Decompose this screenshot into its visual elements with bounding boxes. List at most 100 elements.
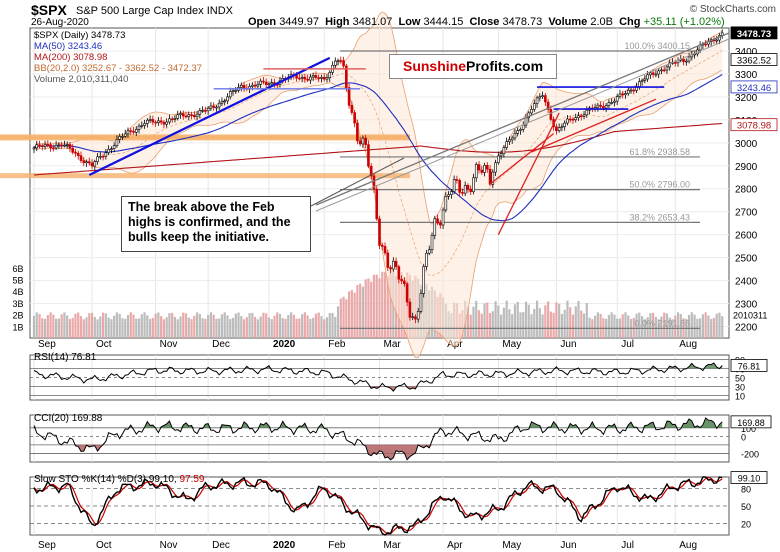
candle-body (314, 75, 318, 78)
price-tick-label: 3400 (735, 47, 758, 58)
volume-bar (171, 312, 174, 338)
x-tick-label-top: 2020 (273, 339, 296, 350)
candle-body (466, 185, 470, 190)
volume-bar (215, 318, 218, 338)
logo-part1: Sunshine (402, 58, 466, 74)
volume-bar (32, 315, 36, 338)
x-tick-label-bottom: May (502, 540, 521, 551)
volume-bar (231, 317, 235, 338)
volume-bar (187, 317, 190, 338)
volume-bar (256, 319, 259, 338)
volume-bar (52, 314, 55, 338)
candle-body (367, 144, 370, 167)
candle-body (173, 117, 177, 120)
volume-bar (640, 316, 644, 338)
candle-body (480, 169, 484, 173)
candle-body (121, 136, 124, 138)
candle-body (65, 144, 69, 146)
candle-body (596, 104, 600, 108)
candle-body (93, 161, 97, 167)
candle-body (541, 95, 544, 97)
candle-body (140, 125, 144, 127)
volume-bar (267, 317, 271, 338)
candle-body (687, 56, 691, 62)
volume-bar (660, 316, 663, 338)
cci-last-label: 169.88 (737, 418, 765, 428)
rsi-title: RSI(14) 76.81 (34, 352, 97, 363)
candle-body (231, 90, 235, 92)
candle-body (137, 125, 141, 130)
volume-bar (85, 317, 88, 338)
candle-body (201, 110, 204, 112)
gray-resistance-line-2 (315, 38, 730, 212)
fib-level-label: 61.8% 2938.58 (629, 147, 690, 157)
candle-body (35, 144, 39, 149)
volume-bar (240, 316, 243, 338)
candle-body (549, 109, 553, 120)
candle-body (151, 119, 155, 123)
volume-bar (60, 314, 63, 338)
volume-bar (323, 319, 326, 338)
volume-bar (104, 313, 107, 338)
candle-body (60, 144, 63, 147)
volume-bar (334, 316, 337, 338)
candle-body (392, 260, 395, 270)
volume-bar (207, 315, 210, 338)
candle-body (129, 130, 133, 132)
orange-band-3021 (0, 135, 410, 141)
candle-body (372, 175, 376, 190)
candle-body (497, 155, 500, 164)
candle-body (430, 235, 434, 251)
volume-bar (389, 270, 392, 338)
volume-bar (331, 312, 334, 338)
candle-body (386, 252, 390, 268)
volume-bar (176, 319, 179, 338)
volume-bar (298, 318, 301, 338)
candle-body (143, 123, 146, 126)
volume-bar (198, 313, 201, 338)
candle-body (54, 144, 58, 149)
volume-bar (381, 271, 384, 338)
candle-body (414, 316, 417, 320)
candle-body (626, 89, 630, 94)
volume-bar (483, 303, 486, 338)
x-tick-label-bottom: 2020 (273, 540, 296, 551)
candle-body (99, 155, 102, 158)
candle-body (535, 97, 539, 104)
annotation-line-2: highs is confirmed, and the (128, 215, 291, 229)
volume-bar (535, 300, 539, 338)
red-trendline-2 (489, 133, 555, 185)
volume-bar (90, 312, 94, 338)
volume-bar (229, 319, 232, 338)
legend-ma50: MA(50) 3243.46 (34, 41, 103, 52)
stockcharts-brand: © StockCharts.com (689, 4, 776, 15)
volume-bar (223, 312, 226, 338)
volume-bar (251, 312, 254, 338)
volume-bar (157, 312, 160, 338)
candle-body (242, 84, 246, 89)
price-tick-label: 2300 (735, 300, 758, 311)
x-tick-label-bottom: Jun (560, 540, 576, 551)
candle-body (240, 84, 243, 88)
volume-bar (295, 318, 298, 338)
price-label-box (730, 80, 778, 94)
volume-bar (184, 313, 188, 338)
low-value: 3444.15 (423, 16, 464, 28)
volume-bar (361, 286, 365, 338)
rsi-tick-label: 10 (735, 392, 745, 402)
candle-body (256, 83, 260, 87)
volume-bar (674, 315, 677, 338)
index-exchange: INDX (206, 5, 233, 17)
volume-bar (469, 314, 472, 338)
candle-body (126, 130, 130, 135)
volume-bar (262, 312, 265, 338)
candle-body (538, 96, 542, 99)
change-label: Chg (619, 16, 641, 28)
candle-body (375, 188, 379, 220)
candle-body (599, 104, 602, 107)
volume-bar (577, 300, 580, 338)
volume-bar (701, 314, 704, 338)
candle-body (309, 76, 312, 81)
volume-bar (146, 315, 149, 338)
volume-bar (353, 292, 356, 338)
